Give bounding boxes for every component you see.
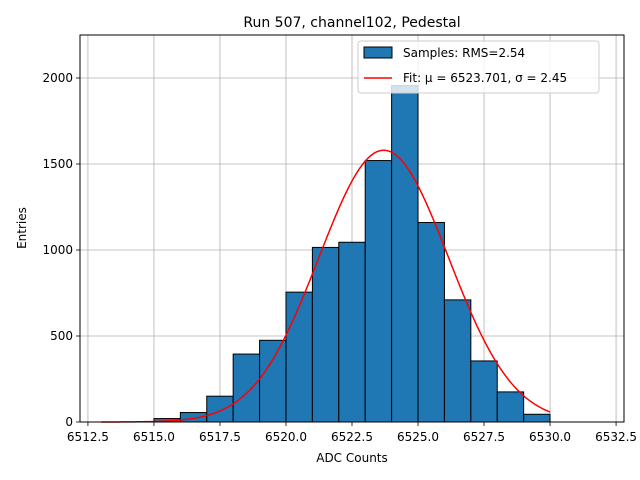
histogram-bar xyxy=(232,353,261,423)
x-tick-label: 6532.5 xyxy=(595,430,637,444)
x-axis-label: ADC Counts xyxy=(316,451,388,465)
x-tick-label: 6530.0 xyxy=(529,430,571,444)
y-tick-label: 1500 xyxy=(42,157,73,171)
histogram-bar xyxy=(443,299,472,423)
histogram-bar xyxy=(470,360,498,423)
x-tick-label: 6522.5 xyxy=(331,430,373,444)
chart-title: Run 507, channel102, Pedestal xyxy=(243,15,460,31)
x-tick-label: 6517.5 xyxy=(199,430,241,444)
x-tick-label: 6527.5 xyxy=(463,430,505,444)
y-tick-label: 500 xyxy=(50,329,73,343)
legend-box xyxy=(357,40,600,94)
x-tick-label: 6520.0 xyxy=(265,430,307,444)
histogram-bars xyxy=(153,85,551,423)
y-axis-label: Entries xyxy=(15,207,29,249)
y-tick-label: 0 xyxy=(65,415,73,429)
fit-curve xyxy=(101,149,551,423)
histogram-bar xyxy=(391,85,419,423)
x-tick-label: 6515.0 xyxy=(133,430,175,444)
histogram-bar xyxy=(496,391,525,423)
legend: Samples: RMS=2.54 Fit: μ = 6523.701, σ =… xyxy=(357,40,600,94)
x-tick-label: 6525.0 xyxy=(397,430,439,444)
legend-fit-label: Fit: μ = 6523.701, σ = 2.45 xyxy=(403,71,567,85)
y-tick-label: 2000 xyxy=(42,71,73,85)
x-tick-label: 6512.5 xyxy=(67,430,109,444)
histogram-bar xyxy=(417,221,445,423)
y-axis-ticks: 0 500 1000 1500 2000 xyxy=(42,71,80,429)
histogram-bar xyxy=(338,241,366,423)
histogram-bar xyxy=(311,246,340,423)
x-axis-ticks: 6512.5 6515.0 6517.5 6520.0 6522.5 6525.0 6527… xyxy=(67,422,637,444)
y-tick-label: 1000 xyxy=(42,243,73,257)
histogram-bar xyxy=(285,291,313,423)
legend-histogram-label: Samples: RMS=2.54 xyxy=(403,46,525,60)
histogram-bar xyxy=(364,160,393,423)
histogram-bar xyxy=(523,413,551,423)
histogram-bar xyxy=(206,395,234,423)
legend-histogram-swatch xyxy=(363,46,393,59)
histogram-bar xyxy=(259,339,287,423)
